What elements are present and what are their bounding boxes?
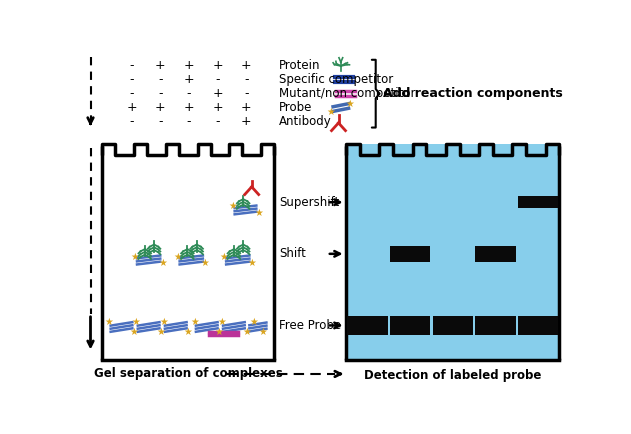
Text: ★: ★ <box>249 317 257 327</box>
Text: ★: ★ <box>201 258 209 268</box>
Text: ★: ★ <box>247 258 256 268</box>
Text: +: + <box>126 101 137 114</box>
Text: ★: ★ <box>346 99 355 108</box>
Bar <box>518 316 558 335</box>
Text: +: + <box>212 59 223 72</box>
Text: ★: ★ <box>173 252 182 262</box>
Bar <box>518 196 558 208</box>
Text: Shift: Shift <box>279 247 305 260</box>
Text: +: + <box>241 59 252 72</box>
Text: Free Probe: Free Probe <box>279 319 341 332</box>
Text: ★: ★ <box>129 327 138 337</box>
Bar <box>475 316 516 335</box>
Text: +: + <box>155 101 165 114</box>
Text: ★: ★ <box>132 317 141 327</box>
Text: ★: ★ <box>159 317 168 327</box>
Text: -: - <box>129 115 134 128</box>
Bar <box>433 316 473 335</box>
Text: ★: ★ <box>156 327 165 337</box>
Text: -: - <box>158 115 163 128</box>
Text: Specific competitor: Specific competitor <box>279 73 393 86</box>
Text: ★: ★ <box>228 201 237 211</box>
Text: Mutant/non competitor: Mutant/non competitor <box>279 87 415 100</box>
Bar <box>102 145 274 360</box>
Text: ★: ★ <box>190 317 199 327</box>
Text: ★: ★ <box>130 252 139 262</box>
Bar <box>475 246 516 262</box>
Text: +: + <box>212 101 223 114</box>
Text: +: + <box>212 87 223 100</box>
Text: -: - <box>129 87 134 100</box>
Text: +: + <box>241 101 252 114</box>
Text: Supershift: Supershift <box>279 196 339 209</box>
Text: +: + <box>184 73 194 86</box>
Text: Add reaction components: Add reaction components <box>382 87 562 100</box>
Bar <box>390 246 430 262</box>
Text: Antibody: Antibody <box>279 115 331 128</box>
Text: -: - <box>187 87 191 100</box>
Text: ★: ★ <box>254 208 263 218</box>
Bar <box>348 316 387 335</box>
Text: -: - <box>187 115 191 128</box>
Text: -: - <box>129 73 134 86</box>
Text: +: + <box>184 101 194 114</box>
Text: ★: ★ <box>105 317 114 327</box>
Text: +: + <box>241 115 252 128</box>
Text: ★: ★ <box>258 327 267 337</box>
Text: -: - <box>244 73 249 86</box>
Text: -: - <box>215 115 220 128</box>
Text: -: - <box>158 87 163 100</box>
Text: Protein: Protein <box>279 59 321 72</box>
Text: -: - <box>215 73 220 86</box>
Text: -: - <box>129 59 134 72</box>
Text: Gel separation of complexes: Gel separation of complexes <box>94 368 283 381</box>
Text: Detection of labeled probe: Detection of labeled probe <box>364 369 541 382</box>
Text: -: - <box>158 73 163 86</box>
Text: ★: ★ <box>326 107 335 117</box>
Text: +: + <box>184 59 194 72</box>
Text: -: - <box>244 87 249 100</box>
Text: Probe: Probe <box>279 101 312 114</box>
Text: ★: ★ <box>184 327 192 337</box>
Text: +: + <box>155 59 165 72</box>
Text: ★: ★ <box>242 327 251 337</box>
Text: ★: ★ <box>217 317 226 327</box>
Bar <box>390 316 430 335</box>
Text: ★: ★ <box>158 258 167 268</box>
Text: ★: ★ <box>220 252 228 262</box>
Bar <box>346 145 559 360</box>
Text: ★: ★ <box>215 327 223 337</box>
